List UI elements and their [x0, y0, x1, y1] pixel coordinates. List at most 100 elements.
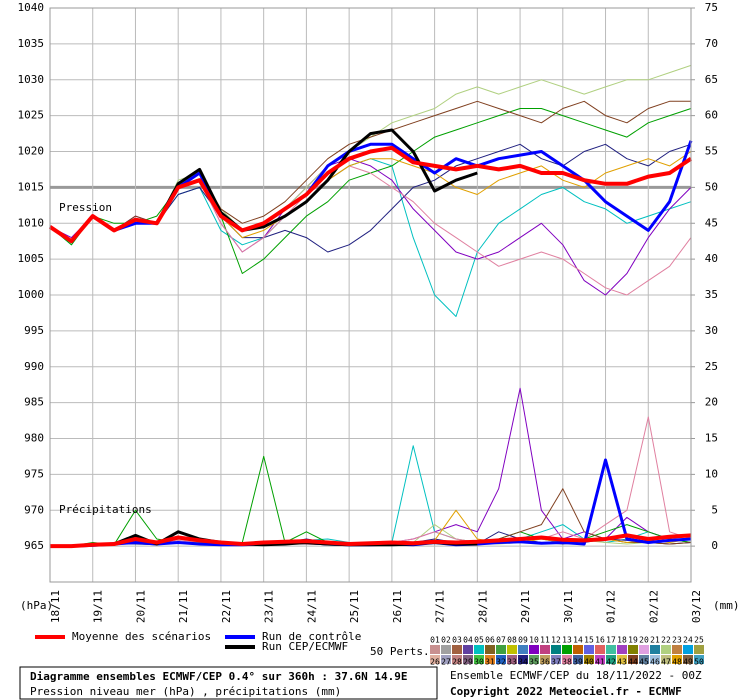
- y-tick-label: 990: [24, 360, 44, 373]
- y2-tick-label: 40: [705, 252, 718, 265]
- perturbation-label: 05: [474, 636, 484, 645]
- perturbation-swatch: [452, 655, 462, 664]
- x-tick-label: 30/11: [562, 590, 575, 623]
- perturbation-swatch: [529, 645, 539, 654]
- perturbation-label: 27: [441, 658, 451, 667]
- y2-tick-label: 15: [705, 432, 718, 445]
- y-axis-label: (hPa): [20, 599, 53, 612]
- perturbation-swatch: [540, 655, 550, 664]
- perturbation-swatch: [540, 645, 550, 654]
- perturbation-swatch: [584, 655, 594, 664]
- perturbation-label: 21: [650, 636, 660, 645]
- x-tick-label: 01/12: [605, 590, 618, 623]
- perturbation-label: 44: [628, 658, 638, 667]
- x-tick-label: 20/11: [134, 590, 147, 623]
- perturbation-swatch: [529, 655, 539, 664]
- perturbation-label: 04: [463, 636, 473, 645]
- y-tick-label: 1035: [18, 37, 45, 50]
- perturbation-swatch: [474, 645, 484, 654]
- y2-tick-label: 10: [705, 467, 718, 480]
- perturbation-label: 48: [672, 658, 682, 667]
- perturbation-swatch: [430, 655, 440, 664]
- perturbation-label: 10: [529, 636, 539, 645]
- perturbation-label: 46: [650, 658, 660, 667]
- x-tick-label: 24/11: [305, 590, 318, 623]
- legend: Moyenne des scénarios Run de contrôleRun …: [35, 630, 704, 667]
- perturbation-label: 14: [573, 636, 583, 645]
- y-tick-label: 1005: [18, 252, 45, 265]
- perturbation-swatch: [661, 645, 671, 654]
- precip-label: Précipitations: [59, 503, 152, 516]
- y-tick-label: 1025: [18, 109, 45, 122]
- perturbation-swatch: [683, 655, 693, 664]
- y-tick-label: 985: [24, 396, 44, 409]
- y-tick-label: 1010: [18, 216, 45, 229]
- perturbation-label: 08: [507, 636, 517, 645]
- y2-tick-label: 45: [705, 216, 718, 229]
- perturbation-swatch: [551, 645, 561, 654]
- perturbation-label: 03: [452, 636, 462, 645]
- y2-tick-label: 50: [705, 180, 718, 193]
- legend-label: Run de contrôle: [262, 630, 361, 643]
- perturbation-swatch: [485, 655, 495, 664]
- perturbation-swatch: [628, 655, 638, 664]
- perturbation-swatch: [518, 645, 528, 654]
- perturbation-label: 06: [485, 636, 495, 645]
- perturbation-label: 12: [551, 636, 561, 645]
- perturbation-label: 33: [507, 658, 517, 667]
- x-tick-label: 18/11: [49, 590, 62, 623]
- perturbation-label: 26: [430, 658, 440, 667]
- y-tick-label: 1030: [18, 73, 45, 86]
- perturbation-swatch: [518, 655, 528, 664]
- perturbation-label: 36: [540, 658, 550, 667]
- footer-box: [19, 666, 438, 700]
- y2-axis-label: (mm): [713, 599, 740, 612]
- y2-tick-label: 30: [705, 324, 718, 337]
- perturbation-label: 07: [496, 636, 506, 645]
- perturbation-label: 42: [606, 658, 616, 667]
- perturbation-swatch: [573, 655, 583, 664]
- x-tick-label: 19/11: [92, 590, 105, 623]
- perturbation-label: 35: [529, 658, 539, 667]
- legend-label: Run CEP/ECMWF: [262, 640, 348, 653]
- footer-copyright: Copyright 2022 Meteociel.fr - ECMWF: [450, 685, 682, 698]
- perturbation-swatch: [496, 655, 506, 664]
- y2-tick-label: 55: [705, 145, 718, 158]
- perturbation-label: 49: [683, 658, 693, 667]
- y2-tick-label: 0: [711, 539, 718, 552]
- perturbation-swatch: [595, 645, 605, 654]
- perturbation-swatch: [650, 655, 660, 664]
- perturbation-swatch: [562, 655, 572, 664]
- perturbation-label: 50: [694, 658, 704, 667]
- x-tick-label: 21/11: [177, 590, 190, 623]
- footer-subtitle: Pression niveau mer (hPa) , précipitatio…: [30, 685, 341, 698]
- footer-title: Diagramme ensembles ECMWF/CEP 0.4° sur 3…: [30, 670, 408, 683]
- perturbation-swatch: [441, 655, 451, 664]
- perturbation-swatch: [672, 655, 682, 664]
- grid: [49, 7, 695, 582]
- y-tick-label: 965: [24, 539, 44, 552]
- perturbation-label: 11: [540, 636, 550, 645]
- perturbation-swatch: [694, 655, 704, 664]
- perturbation-label: 47: [661, 658, 671, 667]
- perturbation-label: 32: [496, 658, 506, 667]
- perturbation-swatch: [441, 645, 451, 654]
- precip-line: [50, 533, 692, 549]
- perturbation-swatch: [661, 655, 671, 664]
- perturbation-label: 02: [441, 636, 451, 645]
- perturbation-label: 19: [628, 636, 638, 645]
- y2-tick-label: 70: [705, 37, 718, 50]
- y-tick-label: 1000: [18, 288, 45, 301]
- plot-frame: [49, 7, 692, 583]
- y2-tick-label: 75: [705, 1, 718, 14]
- footer-run: Ensemble ECMWF/CEP du 18/11/2022 - 00Z: [450, 669, 702, 682]
- y2-tick-label: 65: [705, 73, 718, 86]
- perturbation-swatch: [562, 645, 572, 654]
- perturbation-label: 01: [430, 636, 440, 645]
- perturbation-label: 43: [617, 658, 627, 667]
- y-tick-label: 970: [24, 503, 44, 516]
- y-tick-label: 1020: [18, 145, 45, 158]
- y2-tick-label: 5: [711, 503, 718, 516]
